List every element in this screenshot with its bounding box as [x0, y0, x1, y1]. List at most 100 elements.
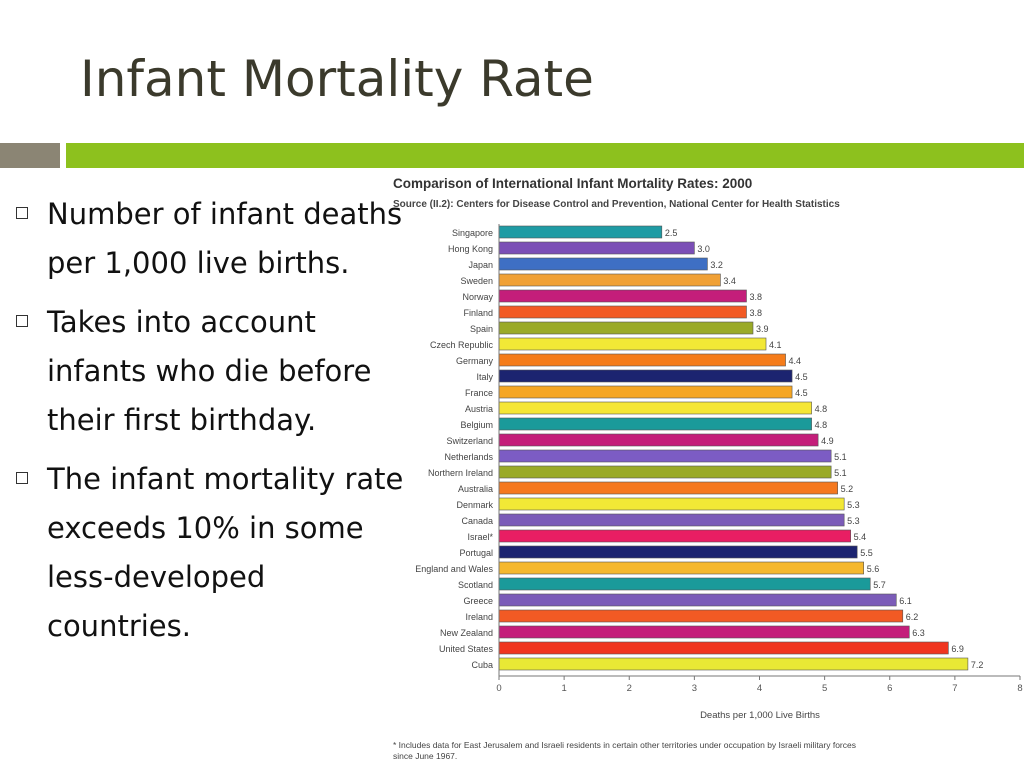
- accent-bar-gray: [0, 143, 60, 168]
- value-label: 5.1: [834, 452, 847, 462]
- category-label: Portugal: [459, 548, 493, 558]
- x-tick-label: 7: [952, 683, 957, 694]
- bullet-item: Number of infant deaths per 1,000 live b…: [14, 190, 404, 288]
- accent-bar-green: [66, 143, 1024, 168]
- bullet-text: Number of infant deaths per 1,000 live b…: [47, 197, 403, 280]
- value-label: 4.8: [815, 404, 828, 414]
- value-label: 4.1: [769, 340, 782, 350]
- bar: [498, 401, 812, 415]
- value-label: 3.8: [749, 292, 762, 302]
- x-tick-label: 8: [1017, 683, 1022, 694]
- chart-subtitle: Source (II.2): Centers for Disease Contr…: [393, 199, 840, 210]
- chart-title: Comparison of International Infant Morta…: [393, 176, 752, 191]
- bullet-item: Takes into account infants who die befor…: [14, 298, 404, 445]
- value-label: 5.2: [841, 484, 854, 494]
- category-label: Australia: [458, 484, 493, 494]
- x-tick-label: 4: [757, 683, 762, 694]
- bar: [498, 561, 865, 575]
- bar: [498, 353, 786, 367]
- x-tick-label: 2: [627, 683, 632, 694]
- value-label: 7.2: [971, 660, 984, 670]
- bar: [498, 289, 747, 303]
- bar: [498, 449, 832, 463]
- bar: [498, 225, 663, 239]
- value-label: 3.4: [723, 276, 736, 286]
- value-label: 3.0: [697, 244, 710, 254]
- category-label: Cuba: [471, 660, 493, 670]
- category-label: Germany: [456, 356, 494, 366]
- value-label: 3.2: [710, 260, 723, 270]
- bar: [498, 529, 851, 543]
- bar: [498, 321, 754, 335]
- value-label: 4.5: [795, 388, 808, 398]
- bullet-square-icon: [16, 315, 28, 327]
- category-label: England and Wales: [415, 564, 493, 574]
- category-label: Finland: [463, 308, 493, 318]
- category-label: Canada: [461, 516, 493, 526]
- category-label: Northern Ireland: [428, 468, 493, 478]
- category-label: Israel*: [467, 532, 493, 542]
- category-label: Belgium: [460, 420, 493, 430]
- category-label: France: [465, 388, 493, 398]
- bar: [498, 417, 812, 431]
- bar: [498, 545, 858, 559]
- bar: [498, 337, 767, 351]
- category-label: Denmark: [456, 500, 493, 510]
- bar: [498, 593, 897, 607]
- value-label: 6.2: [906, 612, 919, 622]
- value-label: 6.9: [951, 644, 964, 654]
- value-label: 5.5: [860, 548, 873, 558]
- value-label: 4.5: [795, 372, 808, 382]
- value-label: 5.1: [834, 468, 847, 478]
- bar: [498, 657, 969, 671]
- category-label: New Zealand: [440, 628, 493, 638]
- bar: [498, 481, 838, 495]
- value-label: 4.8: [815, 420, 828, 430]
- chart-footnote: * Includes data for East Jerusalem and I…: [393, 740, 858, 761]
- x-tick-label: 5: [822, 683, 827, 694]
- bullet-text: The infant mortality rate exceeds 10% in…: [47, 462, 404, 643]
- category-label: Italy: [476, 372, 493, 382]
- bar: [498, 241, 695, 255]
- bar: [498, 513, 845, 527]
- category-label: Singapore: [452, 228, 493, 238]
- bar: [498, 577, 871, 591]
- value-label: 6.1: [899, 596, 912, 606]
- value-label: 3.8: [749, 308, 762, 318]
- bar: [498, 465, 832, 479]
- bullet-item: The infant mortality rate exceeds 10% in…: [14, 455, 404, 651]
- value-label: 4.4: [789, 356, 802, 366]
- bar: [498, 305, 747, 319]
- bar: [498, 641, 949, 655]
- category-label: Japan: [468, 260, 493, 270]
- category-label: Czech Republic: [430, 340, 494, 350]
- category-label: Ireland: [465, 612, 493, 622]
- category-label: Norway: [462, 292, 493, 302]
- x-tick-label: 3: [692, 683, 697, 694]
- x-tick-label: 0: [496, 683, 501, 694]
- bar: [498, 609, 904, 623]
- value-label: 2.5: [665, 228, 678, 238]
- value-label: 5.6: [867, 564, 880, 574]
- x-tick-label: 6: [887, 683, 892, 694]
- category-label: Scotland: [458, 580, 493, 590]
- category-label: Spain: [470, 324, 493, 334]
- slide-title: Infant Mortality Rate: [80, 50, 594, 108]
- category-label: Greece: [463, 596, 493, 606]
- bullet-square-icon: [16, 207, 28, 219]
- bar: [498, 433, 819, 447]
- bullet-text: Takes into account infants who die befor…: [47, 305, 372, 437]
- x-tick-label: 1: [561, 683, 566, 694]
- category-label: Sweden: [460, 276, 493, 286]
- bar: [498, 497, 845, 511]
- bar: [498, 273, 721, 287]
- category-label: Switzerland: [446, 436, 493, 446]
- category-label: Austria: [465, 404, 493, 414]
- infant-mortality-chart: Comparison of International Infant Morta…: [393, 176, 1023, 761]
- value-label: 3.9: [756, 324, 769, 334]
- bullet-square-icon: [16, 472, 28, 484]
- category-label: Hong Kong: [448, 244, 493, 254]
- x-axis-label: Deaths per 1,000 Live Births: [700, 710, 820, 721]
- bar: [498, 257, 708, 271]
- value-label: 5.4: [854, 532, 867, 542]
